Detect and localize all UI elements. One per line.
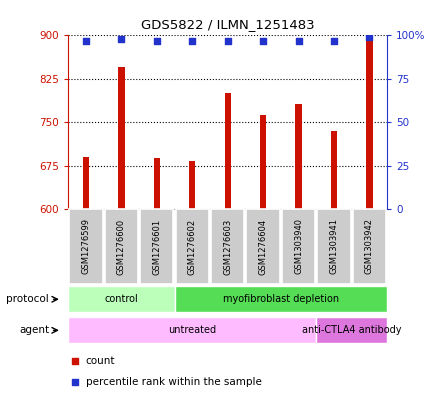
Point: [71, 379, 78, 385]
Text: GSM1303940: GSM1303940: [294, 219, 303, 274]
Point: [224, 37, 231, 44]
Bar: [154, 158, 160, 209]
Point: [118, 36, 125, 42]
Text: GSM1276599: GSM1276599: [81, 219, 91, 274]
Text: percentile rank within the sample: percentile rank within the sample: [86, 377, 262, 387]
Text: count: count: [86, 356, 115, 366]
Bar: [282, 209, 315, 284]
Point: [295, 37, 302, 44]
Title: GDS5822 / ILMN_1251483: GDS5822 / ILMN_1251483: [141, 18, 315, 31]
Text: control: control: [104, 294, 138, 304]
Point: [260, 37, 267, 44]
Bar: [224, 93, 231, 209]
Bar: [353, 209, 386, 284]
Text: agent: agent: [19, 325, 49, 335]
Text: protocol: protocol: [6, 294, 49, 304]
Text: GSM1276601: GSM1276601: [152, 219, 161, 275]
Bar: [260, 116, 266, 209]
Bar: [331, 131, 337, 209]
Bar: [83, 157, 89, 209]
Text: GSM1303942: GSM1303942: [365, 219, 374, 274]
Text: GSM1276602: GSM1276602: [188, 219, 197, 275]
Bar: [316, 317, 387, 343]
Bar: [175, 286, 387, 312]
Text: GSM1276600: GSM1276600: [117, 219, 126, 275]
Point: [330, 37, 337, 44]
Bar: [68, 286, 175, 312]
Point: [189, 37, 196, 44]
Point: [366, 34, 373, 40]
Text: GSM1303941: GSM1303941: [330, 219, 338, 274]
Text: myofibroblast depletion: myofibroblast depletion: [223, 294, 339, 304]
Bar: [366, 41, 373, 209]
Bar: [189, 161, 195, 209]
Bar: [317, 209, 351, 284]
Text: GSM1276603: GSM1276603: [223, 219, 232, 275]
Bar: [140, 209, 173, 284]
Point: [82, 37, 89, 44]
Point: [153, 37, 160, 44]
Bar: [118, 67, 125, 209]
Bar: [295, 104, 302, 209]
Text: anti-CTLA4 antibody: anti-CTLA4 antibody: [302, 325, 402, 335]
Bar: [176, 209, 209, 284]
Bar: [105, 209, 138, 284]
Bar: [246, 209, 280, 284]
Point: [71, 358, 78, 364]
Text: GSM1276604: GSM1276604: [259, 219, 268, 275]
Bar: [211, 209, 244, 284]
Text: untreated: untreated: [168, 325, 216, 335]
Bar: [69, 209, 103, 284]
Bar: [68, 317, 316, 343]
